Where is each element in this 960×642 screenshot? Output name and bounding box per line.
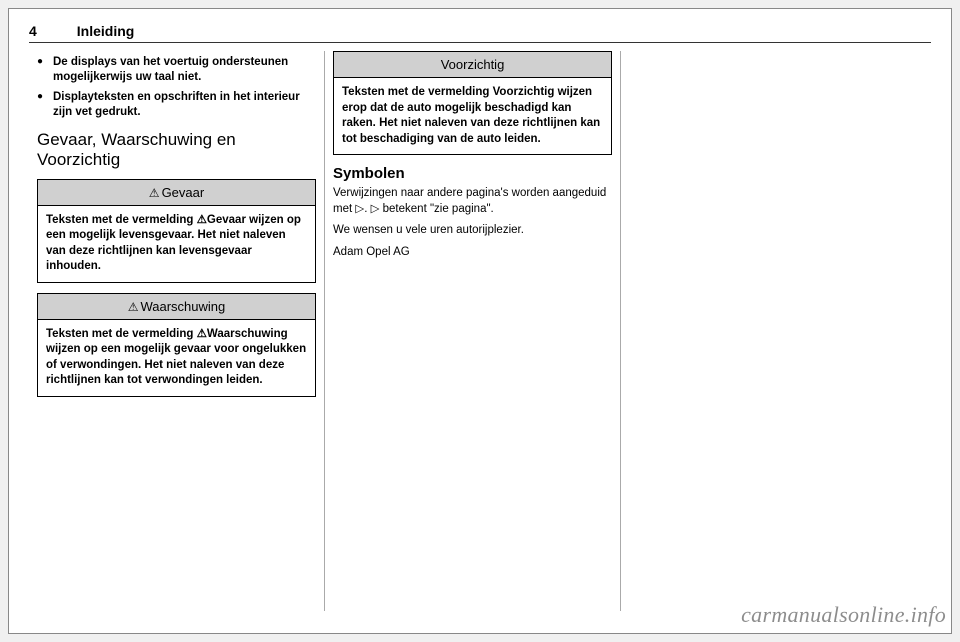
page-number: 4 bbox=[29, 23, 37, 39]
voorzichtig-box-head: Voorzichtig bbox=[334, 52, 611, 78]
gevaar-box-body: Teksten met de vermelding ⚠Gevaar wijzen… bbox=[38, 206, 315, 282]
watermark: carmanualsonline.info bbox=[741, 602, 946, 628]
column-2: Voorzichtig Teksten met de vermelding Vo… bbox=[325, 51, 621, 611]
symbolen-p1: Verwijzingen naar andere pagina's worden… bbox=[333, 186, 612, 217]
gevaar-box-head: ⚠Gevaar bbox=[38, 180, 315, 206]
voorzichtig-box-body: Teksten met de vermelding Voorzichtig wi… bbox=[334, 78, 611, 154]
page-header: 4 Inleiding bbox=[29, 19, 931, 43]
voorzichtig-box: Voorzichtig Teksten met de vermelding Vo… bbox=[333, 51, 612, 155]
symbolen-title: Symbolen bbox=[333, 165, 612, 182]
column-3 bbox=[621, 51, 917, 611]
bullet-item: Displayteksten en opschriften in het int… bbox=[37, 90, 316, 120]
waarschuwing-box-head: ⚠Waarschuwing bbox=[38, 294, 315, 320]
gevaar-box: ⚠Gevaar Teksten met de vermelding ⚠Gevaa… bbox=[37, 179, 316, 283]
column-1: De displays van het voertuig ondersteune… bbox=[29, 51, 325, 611]
waarschuwing-box-title: Waarschuwing bbox=[140, 299, 225, 314]
warning-icon: ⚠ bbox=[149, 186, 160, 200]
gevaar-box-title: Gevaar bbox=[162, 185, 205, 200]
section-title: Gevaar, Waarschuwing en Voorzichtig bbox=[37, 130, 316, 171]
waarschuwing-box: ⚠Waarschuwing Teksten met de vermelding … bbox=[37, 293, 316, 397]
bullet-item: De displays van het voertuig ondersteune… bbox=[37, 55, 316, 85]
bullet-list: De displays van het voertuig ondersteune… bbox=[37, 55, 316, 120]
chapter-title: Inleiding bbox=[77, 23, 135, 39]
manual-page: 4 Inleiding De displays van het voertuig… bbox=[8, 8, 952, 634]
column-layout: De displays van het voertuig ondersteune… bbox=[29, 51, 931, 611]
warning-icon: ⚠ bbox=[128, 300, 139, 314]
symbolen-p2: We wensen u vele uren autorijplezier. bbox=[333, 223, 612, 239]
waarschuwing-box-body: Teksten met de vermelding ⚠Waarschuwing … bbox=[38, 320, 315, 396]
voorzichtig-box-title: Voorzichtig bbox=[441, 57, 505, 72]
symbolen-p3: Adam Opel AG bbox=[333, 245, 612, 261]
